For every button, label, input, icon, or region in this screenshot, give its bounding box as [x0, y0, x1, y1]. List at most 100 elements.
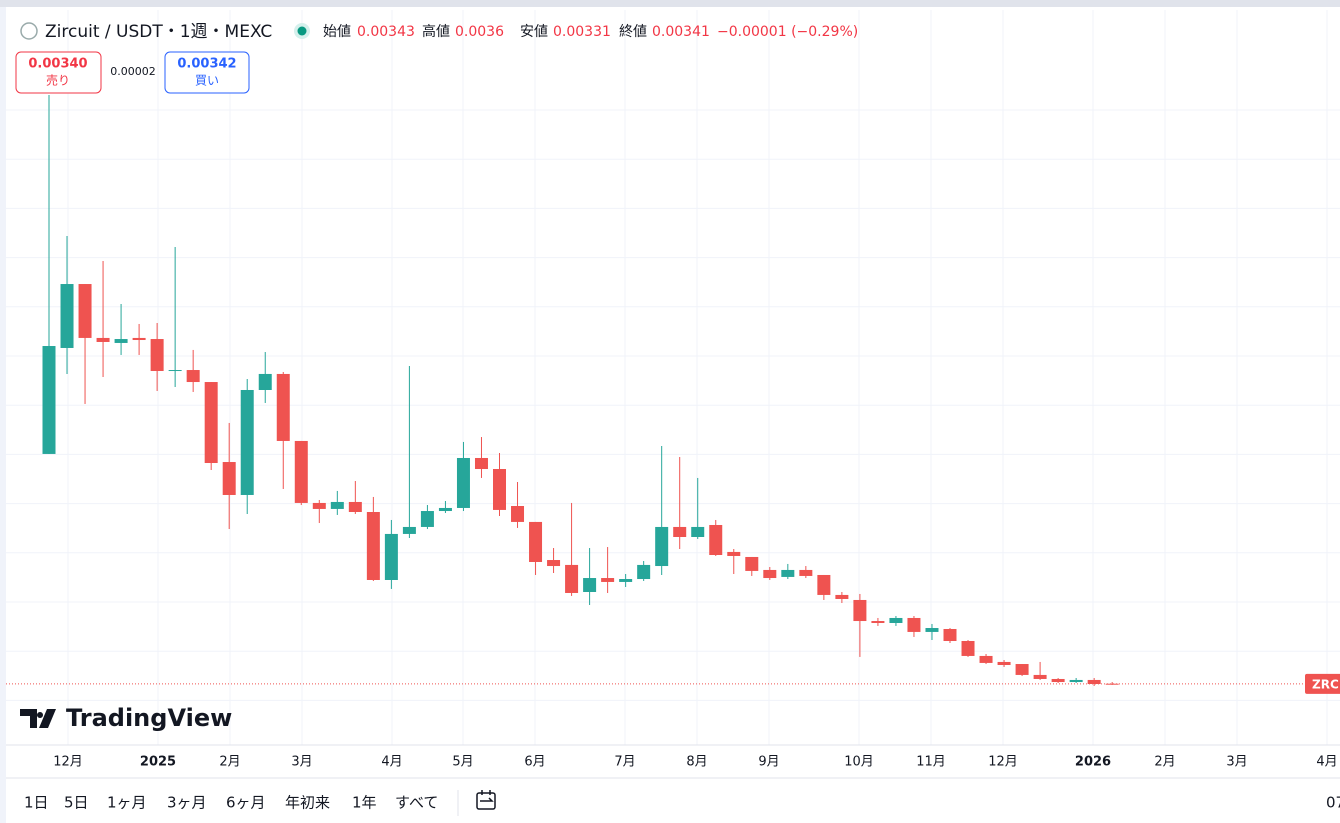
spread: 0.00002 — [110, 65, 156, 78]
range-button[interactable]: すべて — [395, 794, 438, 812]
candle-body — [312, 502, 326, 509]
x-tick-label: 4月 — [381, 755, 402, 770]
logo-icon — [20, 709, 56, 728]
x-tick-label: 12月 — [988, 755, 1018, 770]
candle-body — [330, 501, 344, 509]
candle-body — [384, 533, 398, 580]
candle-body — [186, 370, 200, 383]
x-tick-label: 2月 — [1154, 755, 1175, 770]
candle-body — [871, 621, 885, 623]
candle-body — [997, 661, 1011, 666]
candle-body — [943, 628, 957, 641]
symbol-title: Zircuit / USDT・1週・MEXC — [45, 22, 272, 42]
x-tick-label: 9月 — [758, 755, 779, 770]
candle-body — [1105, 683, 1119, 685]
candles: ZRC — [6, 95, 1340, 694]
candle-body — [817, 574, 831, 595]
x-tick-label: 8月 — [686, 755, 707, 770]
buy-label[interactable]: 買い — [195, 74, 219, 88]
ohlc-value: 0.00331 — [553, 24, 611, 40]
candle-body — [438, 507, 452, 512]
x-tick-label: 3月 — [291, 755, 312, 770]
candle-body — [565, 564, 579, 593]
left-border — [0, 7, 6, 823]
ohlc-label: 終値 — [619, 24, 647, 40]
candle-body — [763, 569, 777, 579]
sell-label[interactable]: 売り — [46, 73, 70, 88]
candle-body — [655, 526, 669, 567]
price-label-box — [1305, 673, 1340, 694]
range-button[interactable]: 3ヶ月 — [167, 794, 207, 812]
candle-body — [258, 373, 272, 390]
x-tick-label: 2月 — [219, 755, 240, 770]
candle-body — [601, 578, 615, 582]
range-button[interactable]: 5日 — [64, 794, 89, 812]
candle-body — [204, 382, 218, 464]
candle-body — [799, 569, 813, 576]
candle-body — [637, 564, 651, 580]
logo-text: TradingView — [66, 704, 232, 732]
range-button[interactable]: 1年 — [352, 794, 377, 812]
top-border — [0, 0, 1340, 7]
x-tick-label: 3月 — [1226, 755, 1247, 770]
sell-price[interactable]: 0.00340 — [28, 57, 87, 72]
symbol-icon — [20, 22, 38, 40]
candle-body — [925, 628, 939, 632]
range-button[interactable]: 1ヶ月 — [107, 794, 147, 812]
range-button[interactable]: 年初来 — [285, 794, 330, 812]
time-label: 07 — [1326, 794, 1340, 812]
candle-body — [168, 370, 182, 372]
candle-body — [619, 579, 633, 582]
price-label: ZRC — [1312, 677, 1339, 691]
ohlc-label: 始値 — [323, 24, 351, 40]
ohlc-label: 高値 — [422, 23, 450, 40]
candle-body — [781, 569, 795, 577]
candle-body — [511, 506, 525, 522]
buy-price[interactable]: 0.00342 — [177, 57, 236, 72]
x-tick-label: 5月 — [452, 755, 473, 770]
candle-body — [691, 526, 705, 537]
candle-body — [583, 578, 597, 592]
candle-body — [150, 339, 164, 372]
candle-body — [1051, 678, 1065, 683]
candle-body — [78, 284, 92, 338]
candle-body — [348, 501, 362, 513]
candle-body — [835, 594, 849, 599]
date-range-icon[interactable] — [476, 790, 496, 810]
x-tick-label: 7月 — [614, 755, 635, 770]
candle-body — [979, 655, 993, 663]
x-tick-label: 2026 — [1075, 755, 1111, 770]
candle-body — [529, 521, 543, 562]
ohlc-value: 0.0036 — [455, 24, 504, 40]
candle-body — [1033, 674, 1047, 679]
candle-body — [853, 599, 867, 622]
candle-body — [673, 526, 687, 537]
status-dot — [297, 26, 307, 36]
candle-body — [727, 551, 741, 556]
x-tick-label: 6月 — [524, 755, 545, 770]
candle-body — [240, 389, 254, 495]
candle-body — [474, 457, 488, 470]
candle-body — [456, 457, 470, 508]
candle-body — [709, 524, 723, 556]
x-axis: 12月 2025 2月 3月 4月 5月 6月 7月 8月 9月 10月 11月 12月 2026 2月 3月… — [53, 755, 1337, 770]
candle-body — [402, 526, 416, 534]
candle-body — [42, 346, 56, 454]
range-button[interactable]: 1日 — [24, 794, 49, 812]
header: Zircuit / USDT・1週・MEXC 始値 0.00343 高値 0.0… — [15, 22, 858, 94]
candle-body — [907, 617, 921, 632]
sell-button[interactable] — [15, 51, 102, 94]
candle-body — [96, 337, 110, 342]
candle-body — [366, 512, 380, 580]
range-button[interactable]: 6ヶ月 — [226, 794, 266, 812]
x-tick-label: 11月 — [916, 755, 946, 770]
x-tick-label: 12月 — [53, 755, 83, 770]
candle-body — [60, 284, 74, 348]
candle-body — [1087, 679, 1101, 684]
candle-body — [114, 339, 128, 343]
x-tick-label: 4月 — [1316, 755, 1337, 770]
buy-button[interactable] — [164, 51, 250, 94]
